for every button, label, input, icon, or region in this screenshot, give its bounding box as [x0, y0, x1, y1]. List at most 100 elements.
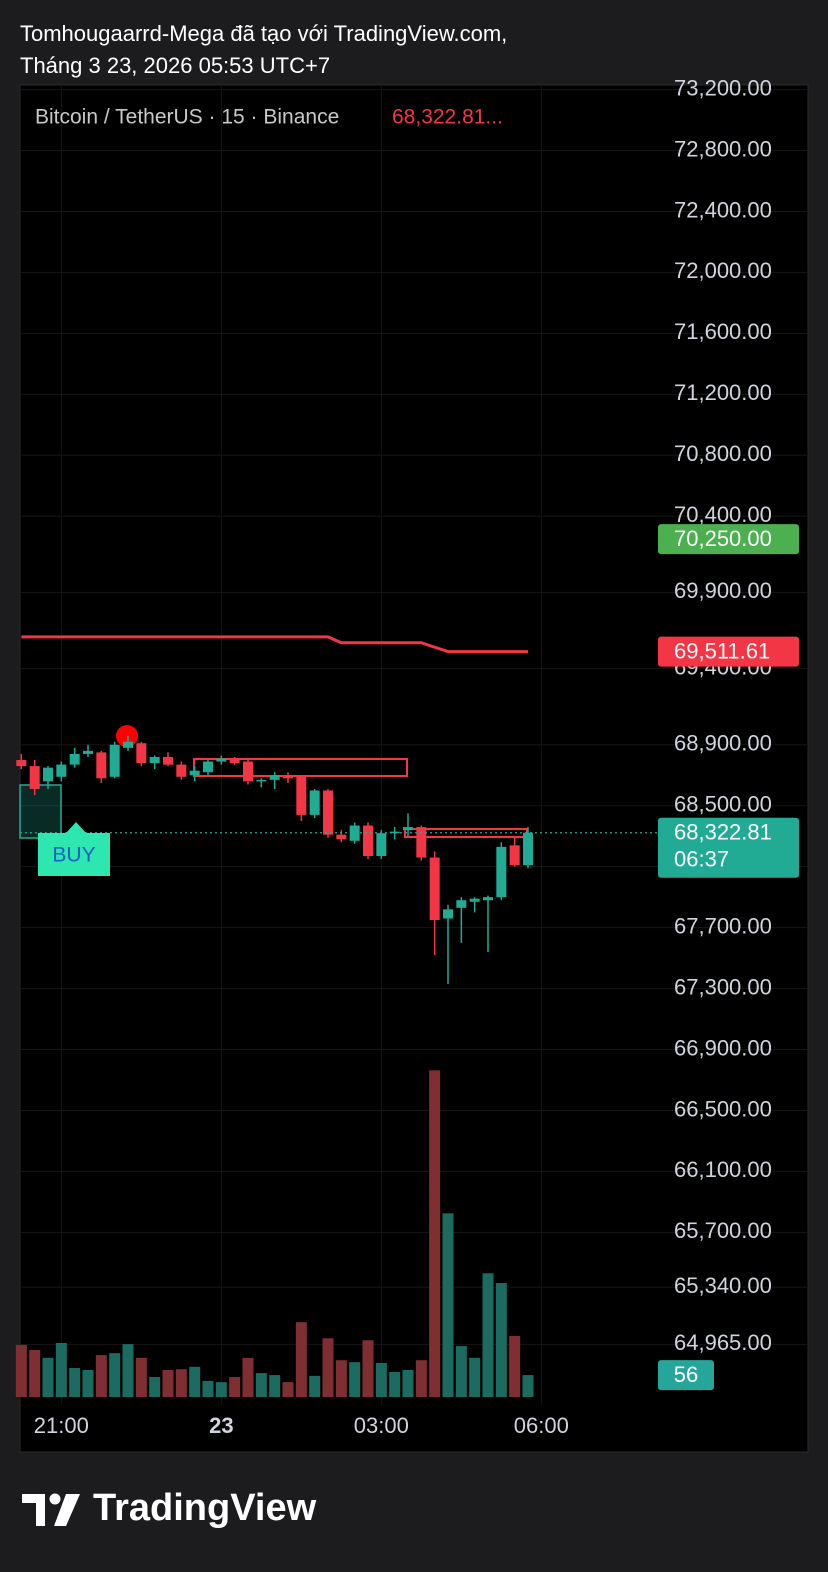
- volume-bar: [15, 1344, 27, 1397]
- volume-bar: [335, 1360, 347, 1397]
- volume-bar: [122, 1344, 134, 1397]
- y-tick-label: 68,500.00: [674, 792, 772, 817]
- candle-body: [376, 833, 387, 857]
- volume-bar: [229, 1377, 241, 1397]
- volume-bar: [389, 1371, 401, 1397]
- volume-bar: [95, 1355, 107, 1397]
- candle-body: [243, 761, 253, 782]
- candle-body: [29, 766, 40, 789]
- candle-body: [429, 857, 440, 921]
- volume-bar: [109, 1353, 121, 1397]
- volume-bar: [202, 1380, 214, 1397]
- candle-body: [56, 764, 67, 777]
- countdown-label: 06:37: [674, 847, 729, 872]
- volume-bar: [455, 1346, 467, 1397]
- indicator-line: [21, 635, 528, 654]
- candle-body: [109, 744, 120, 777]
- candle-body: [16, 760, 27, 767]
- y-tick-label: 72,000.00: [674, 258, 772, 283]
- price-badge: [658, 524, 799, 555]
- volume-badge-label: 56: [674, 1362, 698, 1387]
- volume-bar: [309, 1375, 321, 1397]
- price-badge-label: 70,250.00: [674, 526, 772, 551]
- buy-zone: [19, 784, 62, 839]
- y-tick-label: 66,500.00: [674, 1096, 772, 1121]
- candle-body: [256, 779, 267, 782]
- logo-mark: [54, 1494, 80, 1526]
- candle-body: [203, 761, 213, 773]
- y-tick-label: 70,800.00: [674, 441, 772, 466]
- chart-area: [19, 84, 809, 1453]
- volume-bar: [282, 1382, 294, 1397]
- volume-bar: [295, 1322, 307, 1397]
- candle-body: [96, 752, 107, 779]
- buy-label-shape: [38, 822, 110, 876]
- volume-bar: [509, 1335, 521, 1397]
- candle-body: [269, 775, 280, 780]
- candle-body: [509, 845, 520, 866]
- candle-body: [456, 900, 467, 908]
- volume-bar: [29, 1350, 41, 1397]
- y-tick-label: 66,900.00: [674, 1035, 772, 1060]
- volume-bar: [442, 1213, 454, 1397]
- x-tick-label: 06:00: [514, 1413, 569, 1438]
- candle-body: [389, 831, 400, 834]
- candle-body: [416, 827, 427, 858]
- y-tick-label: 73,200.00: [674, 75, 772, 100]
- buy-label: BUY: [52, 844, 95, 867]
- header-author: Tomhougaarrd-Mega đã tạo với TradingView…: [20, 21, 507, 46]
- sell-signal-dot: [116, 725, 138, 747]
- y-tick-label: 66,100.00: [674, 1157, 772, 1182]
- candle-body: [69, 753, 80, 765]
- volume-bar: [242, 1357, 254, 1397]
- volume-bar: [149, 1377, 161, 1397]
- logo-mark: [22, 1494, 45, 1526]
- candle-body: [83, 750, 93, 754]
- chart-legend: Bitcoin / TetherUS · 15 · Binance: [35, 106, 339, 129]
- candle-body: [363, 825, 373, 857]
- candle-body: [189, 770, 200, 776]
- footer-logo: TradingView: [22, 1487, 317, 1529]
- volume-bar: [82, 1369, 94, 1397]
- header-date: Tháng 3 23, 2026 05:53 UTC+7: [20, 53, 330, 78]
- candle-body: [149, 756, 160, 764]
- candle-body: [136, 743, 147, 764]
- candle-body: [296, 776, 307, 815]
- volume-bar: [55, 1342, 67, 1397]
- y-tick-label: 70,400.00: [674, 502, 772, 527]
- volume-bar: [469, 1357, 481, 1397]
- volume-bar: [522, 1375, 534, 1397]
- buy-signal: BUY: [38, 822, 110, 876]
- y-tick-label: 71,200.00: [674, 380, 772, 405]
- candle-body: [336, 834, 347, 840]
- x-tick-label: 21:00: [34, 1413, 89, 1438]
- last-price-label: 68,322.81: [674, 820, 772, 845]
- candle-body: [43, 767, 53, 782]
- candle-body: [443, 909, 453, 919]
- y-tick-label: 67,300.00: [674, 974, 772, 999]
- logo-mark: [49, 1493, 61, 1505]
- volume-badge: [658, 1360, 714, 1391]
- candle-body: [349, 825, 360, 841]
- volume-bar: [349, 1362, 361, 1397]
- volume-bar: [255, 1373, 267, 1397]
- y-tick-label: 64,965.00: [674, 1330, 772, 1355]
- candle-body: [176, 764, 187, 777]
- candle-body: [309, 790, 320, 815]
- volume-bar: [215, 1382, 227, 1397]
- y-tick-label: 72,800.00: [674, 136, 772, 161]
- candle-body: [403, 827, 413, 831]
- price-badge-label: 69,511.61: [674, 638, 770, 663]
- plot: [16, 635, 658, 985]
- volume-bar: [269, 1375, 281, 1397]
- price-badge: [658, 636, 799, 667]
- legend-price: 68,322.81...: [392, 106, 503, 129]
- volume-bar: [375, 1362, 387, 1397]
- candle-body: [469, 898, 480, 902]
- volume-bar: [415, 1360, 427, 1397]
- y-tick-label: 71,600.00: [674, 319, 772, 344]
- x-tick-label: 03:00: [354, 1413, 409, 1438]
- volume-bar: [402, 1369, 414, 1397]
- volume-bar: [69, 1368, 81, 1397]
